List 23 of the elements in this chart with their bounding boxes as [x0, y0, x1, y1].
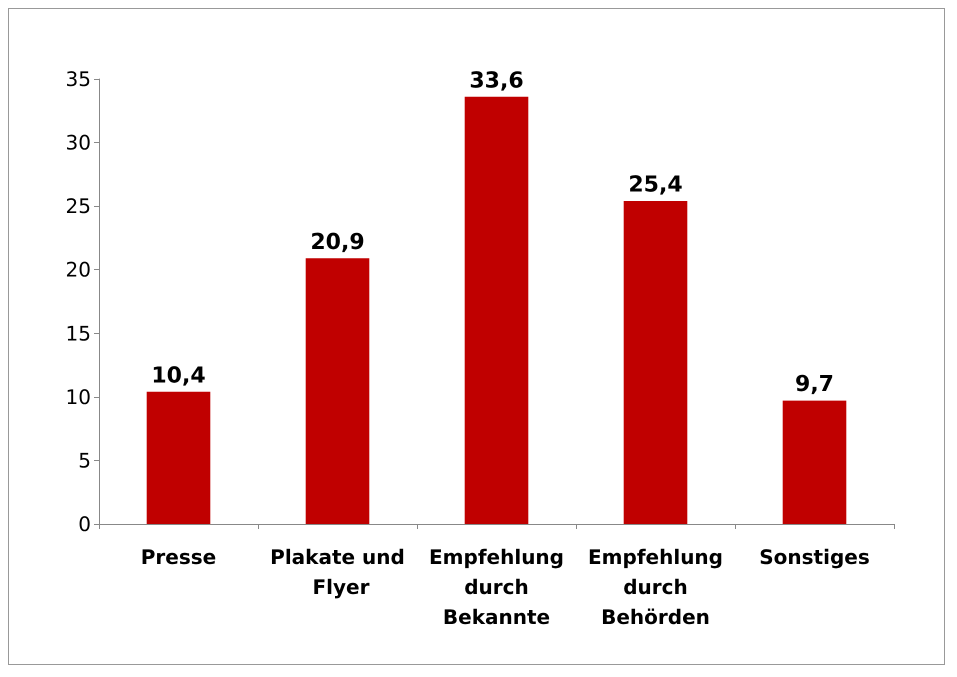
- y-tick-label: 15: [66, 321, 91, 346]
- x-tick-label: Empfehlung durch Bekannte: [429, 545, 564, 629]
- data-label: 25,4: [628, 172, 683, 198]
- bar: [146, 392, 210, 524]
- y-tick-label: 5: [78, 448, 91, 472]
- data-label: 20,9: [310, 230, 365, 255]
- data-label: 9,7: [795, 372, 834, 398]
- bar: [782, 400, 846, 524]
- x-tick-label: Empfehlung durch Behörden: [588, 545, 723, 629]
- bar: [624, 201, 688, 524]
- y-tick-label: 30: [66, 130, 91, 155]
- x-tick-label: Plakate und Flyer: [270, 545, 405, 599]
- y-tick-label: 35: [66, 67, 91, 91]
- y-tick-label: 0: [78, 512, 91, 536]
- y-tick-label: 25: [66, 194, 91, 218]
- bar: [306, 258, 370, 524]
- y-tick-label: 20: [66, 258, 91, 282]
- y-tick-label: 10: [66, 384, 91, 409]
- data-label: 10,4: [151, 363, 206, 388]
- x-tick-label: Sonstiges: [759, 545, 870, 569]
- data-label: 33,6: [469, 68, 524, 94]
- x-tick-label: Presse: [140, 545, 216, 569]
- bar: [464, 96, 528, 524]
